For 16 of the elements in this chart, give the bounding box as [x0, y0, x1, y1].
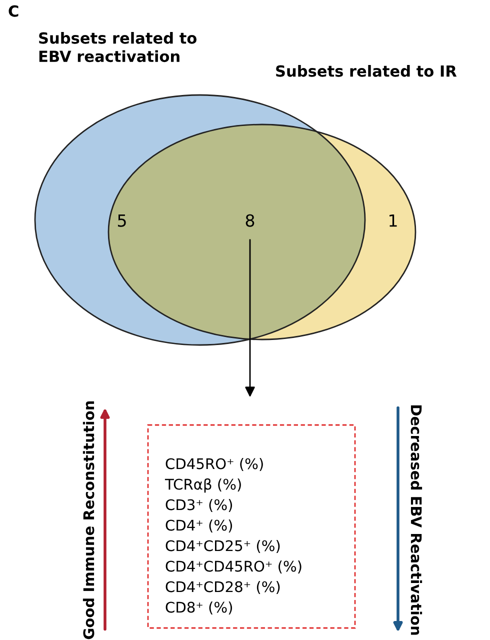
text: CD4⁺CD28⁺ (%)	[166, 580, 280, 594]
text: CD3⁺ (%)	[166, 498, 232, 512]
data-label: 1	[390, 214, 397, 227]
text: CD4⁺CD45RO⁺ (%)	[166, 560, 302, 574]
text: TCRαβ (%)	[164, 478, 241, 493]
text: CD4⁺ (%)	[166, 519, 232, 532]
text: Good Immune Reconstitution	[82, 401, 94, 640]
text: Decreased EBV Reactivation	[410, 405, 422, 635]
data-label: 5	[118, 214, 126, 227]
text: Subsets related to IR	[276, 65, 457, 77]
text: CD4⁺CD25⁺ (%)	[166, 540, 280, 553]
text: CD45RO⁺ (%)	[166, 458, 263, 471]
data-label: 8	[246, 214, 254, 227]
text: CD8⁺ (%)	[166, 601, 232, 614]
text: Subsets related to EBV reactivation	[39, 32, 196, 62]
text: C	[8, 5, 18, 17]
